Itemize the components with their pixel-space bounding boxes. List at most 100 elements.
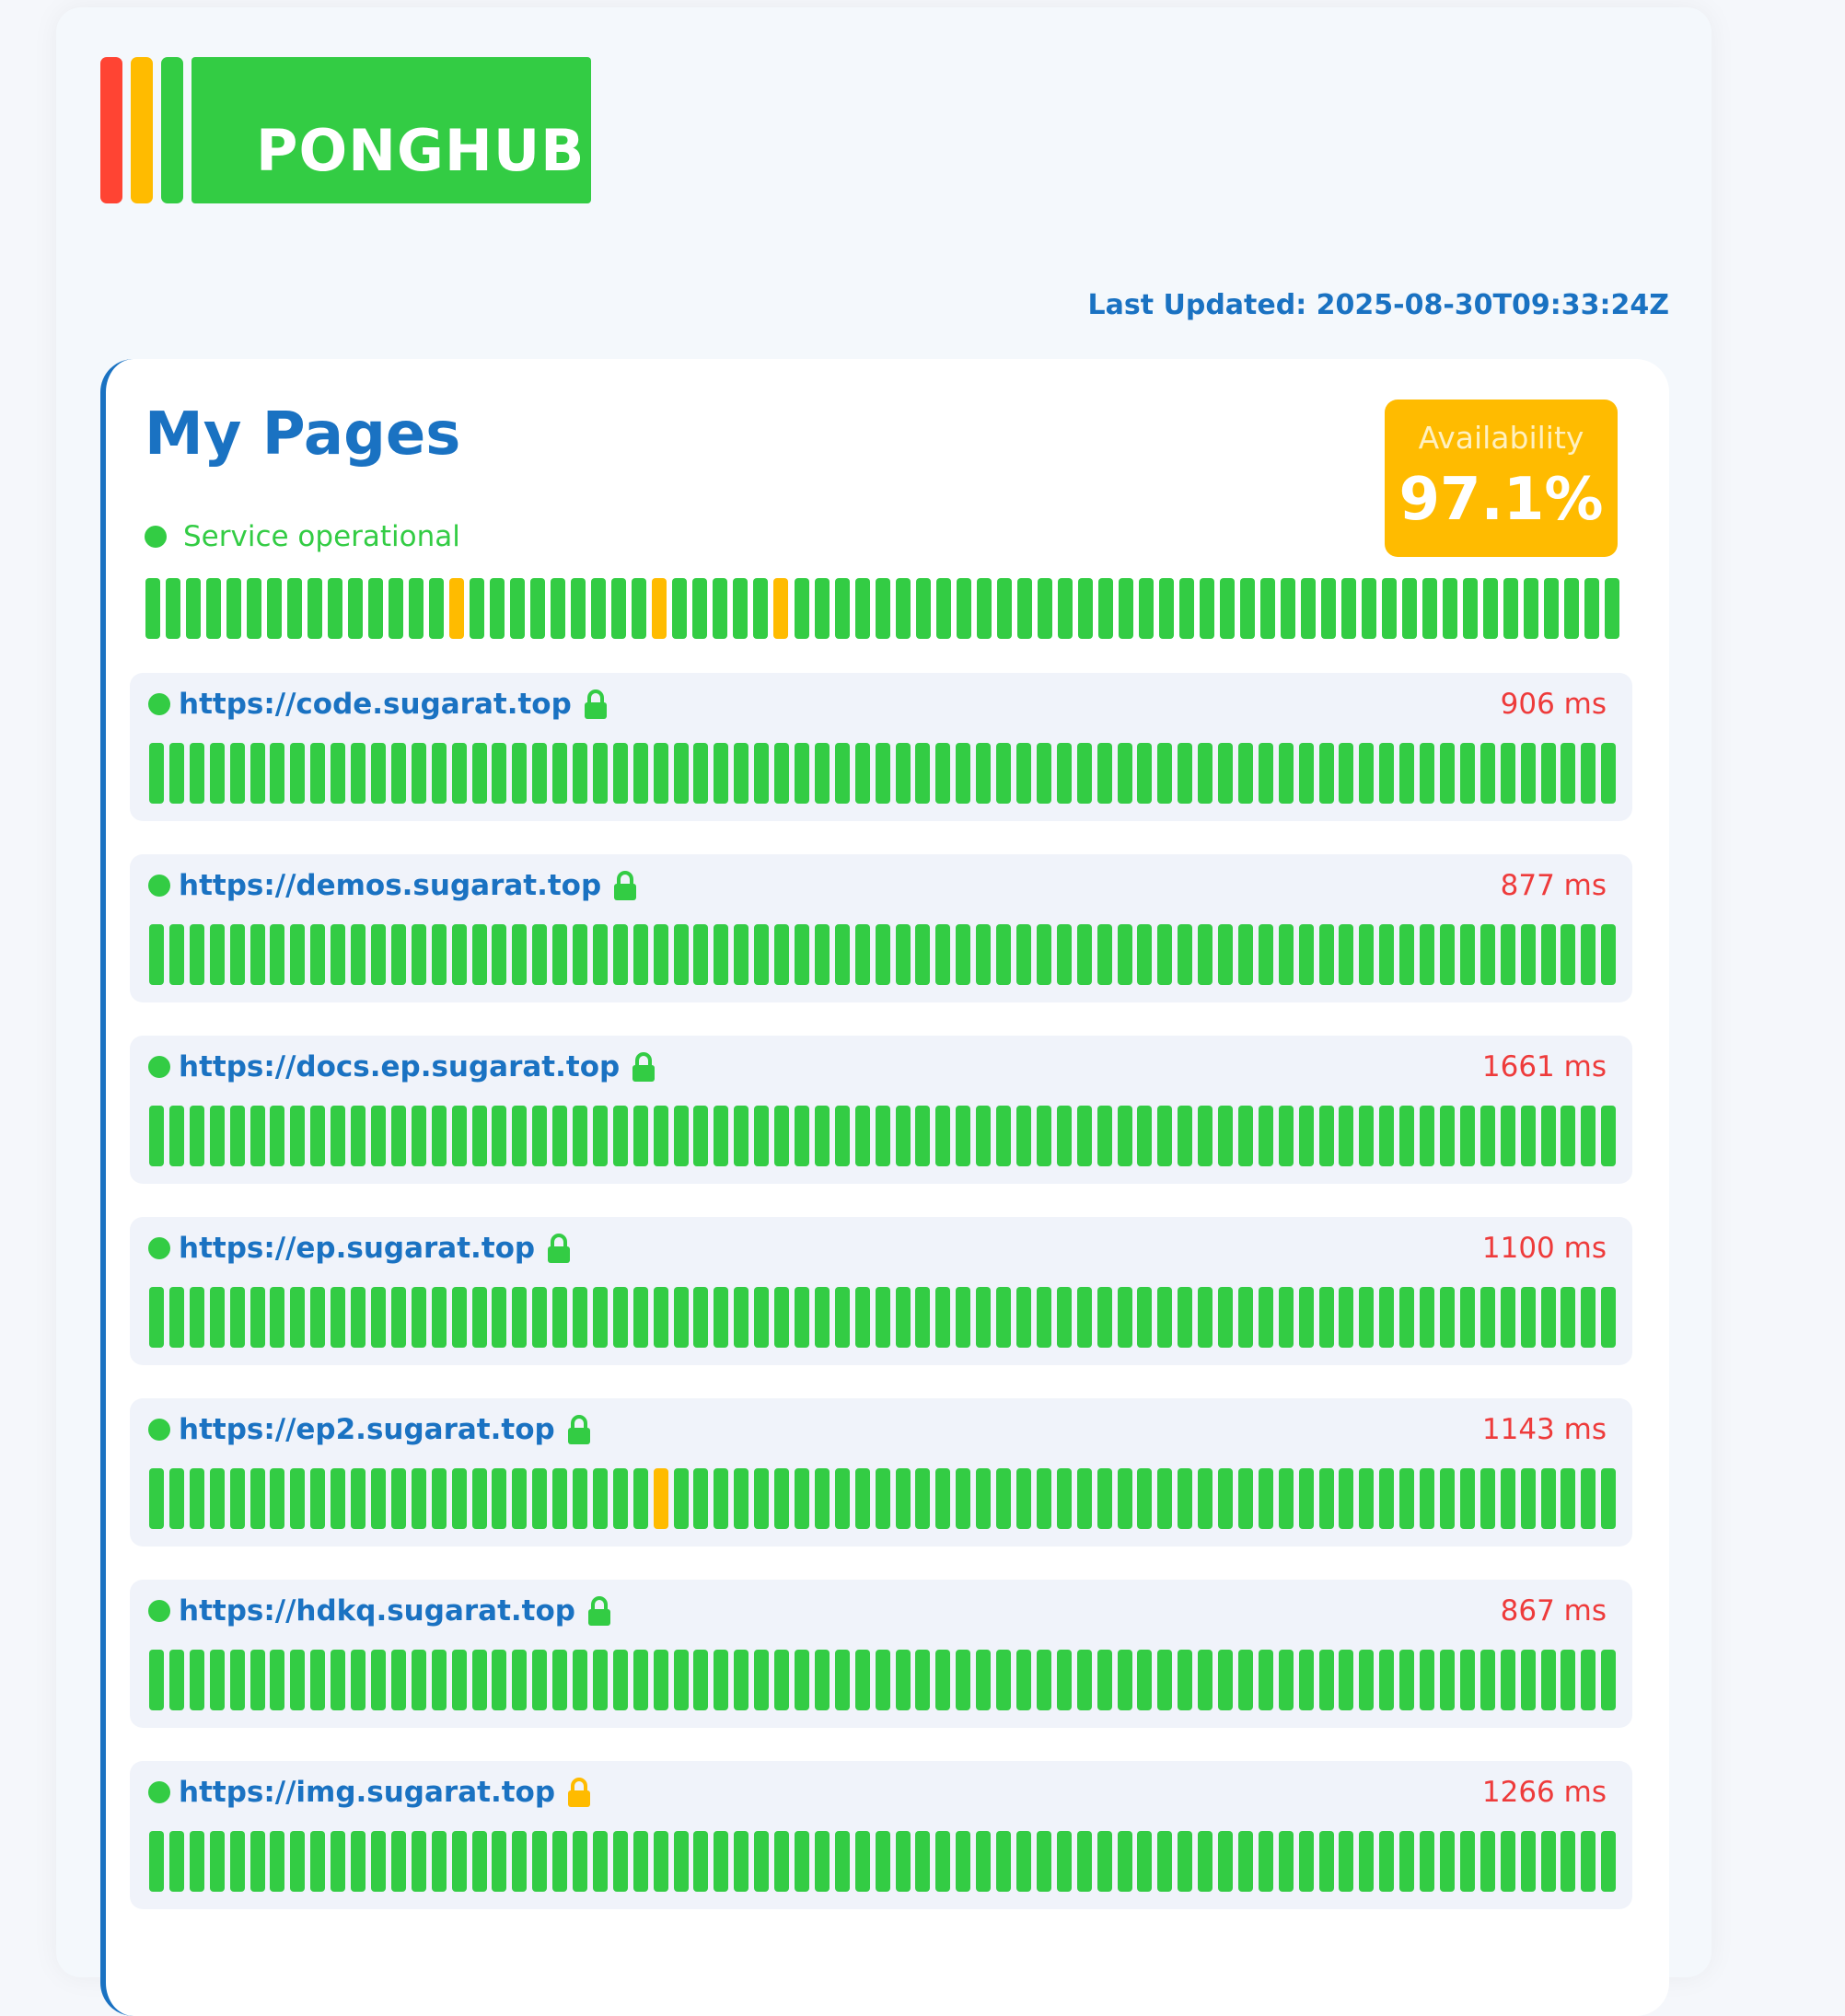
uptime-bar-up[interactable] (1605, 578, 1620, 639)
uptime-bar-up[interactable] (1520, 743, 1536, 804)
uptime-bar-up[interactable] (552, 743, 568, 804)
uptime-bar-up[interactable] (592, 1468, 608, 1529)
uptime-bar-up[interactable] (249, 1650, 265, 1710)
uptime-bar-up[interactable] (915, 924, 931, 985)
uptime-bar-up[interactable] (1237, 1650, 1253, 1710)
uptime-bar-up[interactable] (754, 743, 770, 804)
uptime-bar-up[interactable] (854, 1831, 870, 1892)
uptime-bar-up[interactable] (149, 1831, 164, 1892)
uptime-bar-up[interactable] (1318, 924, 1334, 985)
ponghub-logo[interactable]: PONGHUB (100, 57, 591, 203)
uptime-bar-up[interactable] (1601, 1468, 1617, 1529)
uptime-bar-up[interactable] (573, 1468, 588, 1529)
endpoint-url-link[interactable]: https://demos.sugarat.top (179, 869, 602, 902)
uptime-bar-up[interactable] (1479, 743, 1495, 804)
uptime-bar-up[interactable] (290, 1106, 306, 1166)
uptime-bar-up[interactable] (632, 578, 647, 639)
uptime-bar-up[interactable] (1479, 1831, 1495, 1892)
uptime-bar-up[interactable] (490, 578, 505, 639)
uptime-bar-up[interactable] (1399, 1468, 1415, 1529)
uptime-bar-up[interactable] (1540, 1831, 1556, 1892)
uptime-bar-up[interactable] (1540, 1287, 1556, 1348)
uptime-bar-up[interactable] (1339, 1106, 1354, 1166)
uptime-bar-up[interactable] (168, 924, 184, 985)
uptime-bar-up[interactable] (612, 1287, 628, 1348)
uptime-bar-up[interactable] (774, 924, 790, 985)
uptime-bar-up[interactable] (592, 1831, 608, 1892)
endpoint-url-link[interactable]: https://ep.sugarat.top (179, 1232, 536, 1265)
uptime-bar-up[interactable] (935, 578, 951, 639)
uptime-bar-up[interactable] (1564, 578, 1580, 639)
uptime-bar-up[interactable] (795, 1650, 809, 1710)
uptime-bar-up[interactable] (1601, 1106, 1617, 1166)
uptime-bar-up[interactable] (895, 578, 911, 639)
uptime-bar-up[interactable] (573, 1650, 588, 1710)
uptime-bar-up[interactable] (429, 578, 445, 639)
uptime-bar-up[interactable] (875, 1831, 890, 1892)
uptime-bar-up[interactable] (287, 578, 303, 639)
uptime-bar-up[interactable] (1015, 1106, 1031, 1166)
uptime-bar-up[interactable] (1298, 1106, 1314, 1166)
uptime-bar-up[interactable] (834, 1831, 850, 1892)
uptime-bar-up[interactable] (1076, 743, 1092, 804)
uptime-bar-up[interactable] (310, 1287, 326, 1348)
uptime-bar-up[interactable] (774, 1831, 790, 1892)
uptime-bar-up[interactable] (714, 924, 729, 985)
uptime-bar-up[interactable] (1278, 1831, 1294, 1892)
uptime-bar-up[interactable] (471, 1106, 487, 1166)
uptime-bar-up[interactable] (693, 743, 709, 804)
uptime-bar-up[interactable] (693, 1650, 709, 1710)
uptime-bar-up[interactable] (754, 1287, 770, 1348)
uptime-bar-up[interactable] (270, 1287, 285, 1348)
uptime-bar-up[interactable] (1581, 924, 1596, 985)
uptime-bar-up[interactable] (1239, 578, 1255, 639)
uptime-bar-up[interactable] (1015, 1831, 1031, 1892)
uptime-bar-up[interactable] (935, 1468, 951, 1529)
uptime-bar-up[interactable] (1157, 1468, 1173, 1529)
uptime-bar-up[interactable] (390, 1468, 406, 1529)
uptime-bar-up[interactable] (532, 743, 548, 804)
uptime-bar-up[interactable] (492, 1650, 507, 1710)
uptime-bar-up[interactable] (814, 924, 830, 985)
uptime-bar-up[interactable] (249, 1106, 265, 1166)
uptime-bar-up[interactable] (895, 1831, 911, 1892)
uptime-bar-up[interactable] (1097, 1287, 1112, 1348)
uptime-bar-up[interactable] (1540, 743, 1556, 804)
uptime-bar-up[interactable] (814, 1106, 830, 1166)
uptime-bar-up[interactable] (1359, 1831, 1375, 1892)
uptime-bar-up[interactable] (532, 1468, 548, 1529)
uptime-bar-up[interactable] (1420, 1106, 1435, 1166)
uptime-bar-up[interactable] (956, 1831, 971, 1892)
uptime-bar-up[interactable] (1520, 1468, 1536, 1529)
uptime-bar-up[interactable] (632, 743, 648, 804)
uptime-bar-up[interactable] (552, 1287, 568, 1348)
uptime-bar-up[interactable] (1278, 1650, 1294, 1710)
uptime-bar-up[interactable] (996, 1831, 1012, 1892)
uptime-bar-up[interactable] (1015, 743, 1031, 804)
uptime-bar-up[interactable] (1359, 743, 1375, 804)
uptime-bar-up[interactable] (632, 1650, 648, 1710)
uptime-bar-up[interactable] (1561, 1831, 1576, 1892)
uptime-bar-up[interactable] (996, 743, 1012, 804)
uptime-bar-up[interactable] (1440, 1650, 1455, 1710)
uptime-bar-up[interactable] (1440, 743, 1455, 804)
uptime-bar-up[interactable] (310, 1468, 326, 1529)
uptime-bar-up[interactable] (1420, 1831, 1435, 1892)
uptime-bar-up[interactable] (915, 1468, 931, 1529)
uptime-bar-up[interactable] (1320, 578, 1336, 639)
uptime-bar-up[interactable] (1198, 1650, 1213, 1710)
uptime-bar-up[interactable] (1178, 924, 1193, 985)
uptime-bar-up[interactable] (1218, 1287, 1234, 1348)
uptime-bar-up[interactable] (1581, 743, 1596, 804)
uptime-bar-up[interactable] (673, 1287, 689, 1348)
uptime-bar-up[interactable] (471, 1468, 487, 1529)
uptime-bar-up[interactable] (672, 578, 688, 639)
uptime-bar-up[interactable] (1076, 1650, 1092, 1710)
uptime-bar-up[interactable] (206, 578, 222, 639)
uptime-bar-up[interactable] (1218, 924, 1234, 985)
uptime-bar-up[interactable] (693, 1106, 709, 1166)
uptime-bar-up[interactable] (1318, 1468, 1334, 1529)
uptime-bar-up[interactable] (956, 743, 971, 804)
uptime-bar-up[interactable] (290, 924, 306, 985)
uptime-bar-up[interactable] (1544, 578, 1560, 639)
